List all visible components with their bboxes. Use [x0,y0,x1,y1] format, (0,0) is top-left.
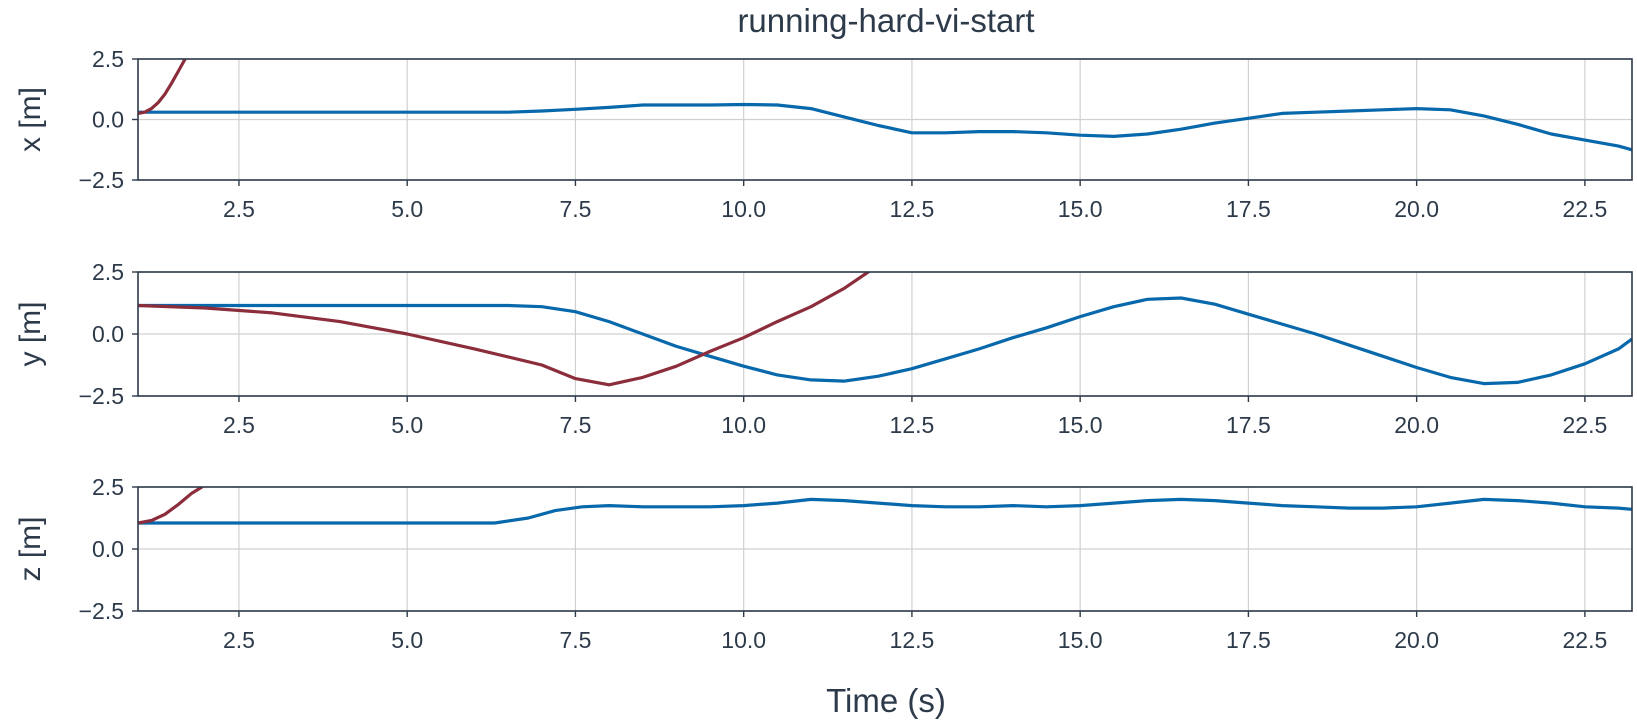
x-tick-label: 20.0 [1394,196,1439,222]
y-tick-label: −2.5 [79,598,124,624]
plot-frame [137,58,1633,181]
x-tick-label: 22.5 [1563,412,1608,438]
y-tick-label: 2.5 [92,259,124,285]
x-axis-label: Time (s) [826,682,946,719]
x-tick-label: 5.0 [391,196,423,222]
x-tick-label: 10.0 [721,627,766,653]
x-tick-label: 5.0 [391,627,423,653]
subplots: 2.5 5.0 7.5 10.0 12.5 15.0 17.5 20.0 22.5 2.5 0.0 −… [14,46,1633,653]
x-tick-label: 12.5 [890,627,935,653]
subplot-y: 2.5 5.0 7.5 10.0 12.5 15.0 17.5 20.0 22.5 2.5 0.0 −… [14,259,1633,438]
x-tick-label: 7.5 [559,627,591,653]
y-tick-label: 2.5 [92,46,124,72]
series-line-blue [138,296,1632,386]
y-tick-label: −2.5 [79,167,124,193]
x-tick-label: 17.5 [1226,627,1271,653]
x-tick-label: 7.5 [559,412,591,438]
x-tick-label: 2.5 [223,627,255,653]
x-tick-label: 7.5 [559,196,591,222]
series-line-red [138,487,204,525]
series-line-blue [138,102,1632,152]
x-tick-label: 2.5 [223,196,255,222]
chart-title: running-hard-vi-start [737,2,1034,39]
x-tick-label: 17.5 [1226,196,1271,222]
y-axis-label: y [m] [14,302,47,367]
y-tick-label: 0.0 [92,536,124,562]
x-tick-label: 15.0 [1058,627,1103,653]
x-tick-label: 17.5 [1226,412,1271,438]
x-tick-label: 15.0 [1058,412,1103,438]
x-tick-label: 20.0 [1394,627,1439,653]
plot-frame [137,271,1633,397]
y-tick-label: −2.5 [79,383,124,409]
y-tick-label: 0.0 [92,107,124,133]
x-tick-label: 20.0 [1394,412,1439,438]
x-tick-label: 12.5 [890,412,935,438]
y-tick-label: 2.5 [92,474,124,500]
x-tick-label: 22.5 [1563,196,1608,222]
series-line-red [138,272,870,387]
y-tick-label: 0.0 [92,321,124,347]
subplot-x: 2.5 5.0 7.5 10.0 12.5 15.0 17.5 20.0 22.5 2.5 0.0 −… [14,46,1633,222]
plot-frame [137,486,1633,612]
x-tick-label: 22.5 [1563,627,1608,653]
y-axis-label: z [m] [14,517,47,582]
x-tick-label: 12.5 [890,196,935,222]
series-line-red [138,59,187,115]
y-axis-label: x [m] [14,87,47,152]
x-tick-label: 10.0 [721,196,766,222]
x-tick-label: 5.0 [391,412,423,438]
x-tick-label: 15.0 [1058,196,1103,222]
subplot-z: 2.5 5.0 7.5 10.0 12.5 15.0 17.5 20.0 22.5 2.5 0.0 −… [14,474,1633,653]
x-tick-label: 2.5 [223,412,255,438]
series-line-blue [138,497,1632,525]
x-tick-label: 10.0 [721,412,766,438]
